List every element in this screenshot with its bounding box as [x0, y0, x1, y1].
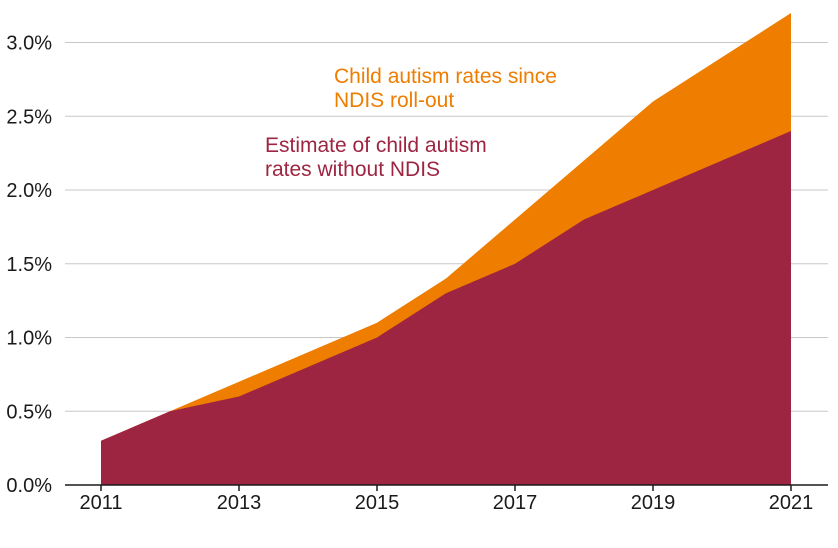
y-tick-label: 0.5%: [6, 401, 52, 423]
x-tick-label: 2013: [217, 492, 262, 514]
x-tick-label: 2021: [769, 492, 814, 514]
plot-areas: [101, 13, 791, 485]
x-tick-label: 2015: [355, 492, 400, 514]
y-tick-label: 3.0%: [6, 33, 52, 55]
annotation-line: Child autism rates since: [334, 65, 557, 88]
x-axis: [65, 484, 828, 491]
y-tick-label: 1.0%: [6, 328, 52, 350]
y-tick-labels: 0.0% 0.5% 1.0% 1.5% 2.0% 2.5% 3.0%: [6, 33, 52, 498]
annotation-with-ndis: Child autism rates since NDIS roll-out: [334, 65, 557, 112]
x-tick-label: 2017: [493, 492, 538, 514]
x-tick-label: 2011: [79, 492, 122, 514]
annotation-line: Estimate of child autism: [265, 134, 487, 157]
y-tick-label: 1.5%: [6, 254, 52, 276]
x-tick-labels: 2011 2013 2015 2017 2019 2021: [79, 492, 813, 514]
y-tick-label: 2.0%: [6, 180, 52, 202]
annotation-line: rates without NDIS: [265, 158, 440, 181]
annotation-without-ndis: Estimate of child autism rates without ND…: [265, 134, 487, 181]
annotations: Child autism rates since NDIS roll-out Est…: [265, 65, 557, 181]
y-tick-label: 0.0%: [6, 475, 52, 497]
annotation-line: NDIS roll-out: [334, 89, 454, 112]
y-tick-label: 2.5%: [6, 106, 52, 128]
x-tick-label: 2019: [631, 492, 676, 514]
area-without-ndis: [101, 131, 791, 485]
